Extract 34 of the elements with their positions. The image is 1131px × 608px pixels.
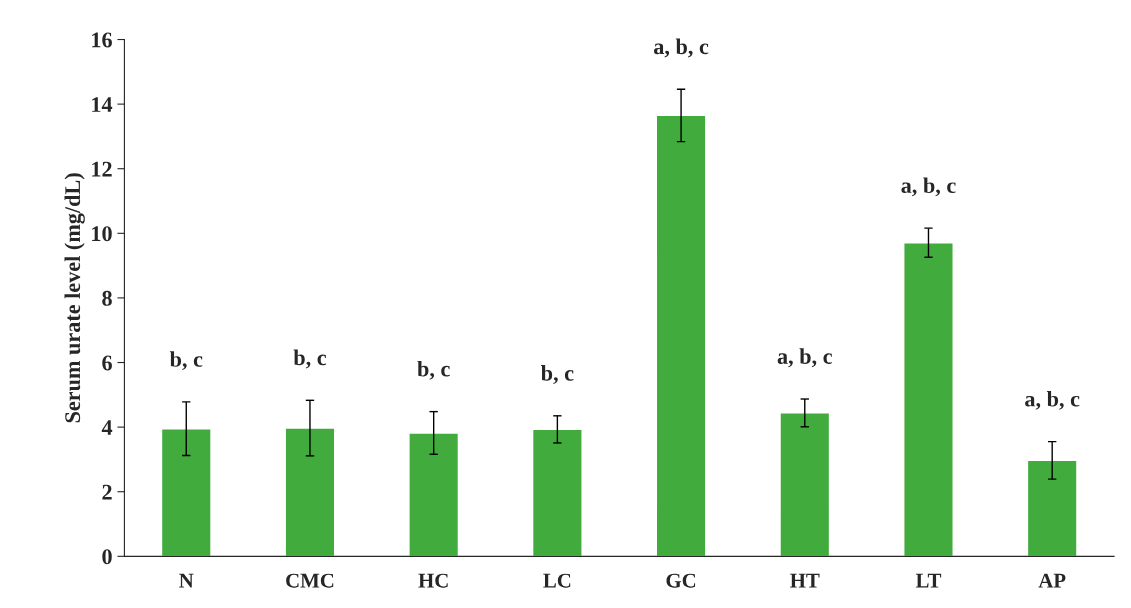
x-tick-label: AP	[1038, 573, 1066, 588]
bar	[903, 241, 954, 557]
annotation: b, c	[169, 351, 203, 371]
x-tick-label: GC	[666, 573, 696, 588]
bar	[655, 114, 707, 557]
bar	[284, 427, 336, 557]
bar	[531, 428, 583, 557]
y-tick-label: 6	[102, 355, 112, 371]
y-tick-label: 10	[92, 226, 112, 242]
y-tick-label: 0	[102, 549, 112, 565]
x-tick-label: N	[179, 573, 194, 588]
annotation: a, b, c	[654, 38, 709, 58]
annotation: a, b, c	[1025, 390, 1080, 410]
y-tick-label: 2	[102, 484, 112, 500]
x-tick-label: LT	[915, 573, 942, 588]
x-tick-label: HC	[418, 573, 448, 588]
y-tick-label: 4	[101, 420, 113, 435]
y-tick-label: 14	[92, 97, 113, 112]
x-tick-label: LC	[543, 573, 571, 588]
y-tick-label: 16	[92, 32, 112, 48]
bar	[408, 432, 460, 557]
annotation: b, c	[540, 365, 574, 384]
bar	[1026, 459, 1078, 557]
y-tick-label: 12	[92, 161, 112, 177]
y-axis-title: Serum urate level (mg/dL)	[64, 173, 85, 423]
bar	[779, 412, 831, 557]
y-tick-label: 8	[102, 290, 112, 306]
x-tick-label: HT	[790, 573, 820, 588]
bar	[160, 428, 212, 557]
x-tick-label: CMC	[286, 573, 334, 588]
annotation: a, b, c	[777, 348, 832, 368]
annotation: b, c	[417, 360, 450, 380]
annotation: a, b, c	[901, 177, 956, 197]
annotation: b, c	[293, 349, 327, 369]
